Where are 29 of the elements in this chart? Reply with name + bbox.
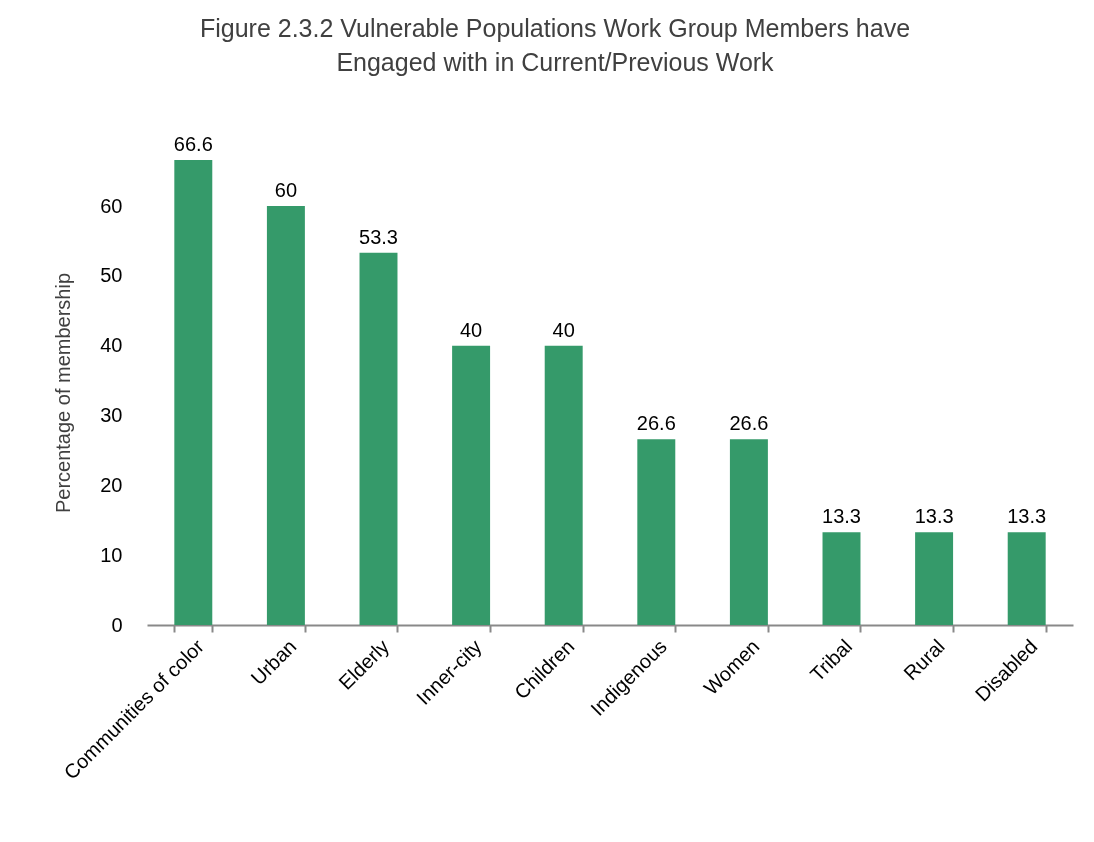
- y-tick-label: 20: [100, 473, 123, 496]
- data-label: 40: [552, 318, 575, 341]
- y-tick-label: 40: [100, 334, 123, 357]
- y-axis-title: Percentage of membership: [52, 272, 75, 514]
- bar: [452, 345, 491, 625]
- data-label: 60: [274, 179, 298, 202]
- y-tick-label: 30: [100, 404, 123, 427]
- bar: [915, 532, 954, 625]
- data-label: 13.3: [914, 505, 954, 528]
- bar: [174, 160, 213, 625]
- data-label: 26.6: [636, 412, 676, 435]
- data-label: 13.3: [1007, 505, 1047, 528]
- y-tick-label: 0: [111, 613, 123, 636]
- y-tick-label: 60: [100, 194, 123, 217]
- bar: [359, 252, 398, 625]
- y-tick-label: 50: [100, 264, 123, 287]
- bar: [266, 206, 305, 625]
- data-label: 40: [459, 318, 483, 341]
- bar: [1007, 532, 1046, 625]
- data-label: 53.3: [359, 225, 398, 248]
- data-label: 26.6: [729, 412, 769, 435]
- y-tick-label: 10: [100, 543, 123, 566]
- bar: [729, 439, 768, 625]
- data-label: 13.3: [822, 505, 861, 528]
- chart-title: Figure 2.3.2 Vulnerable Populations Work Group Members have Engaged with in Current/Previous Work: [199, 14, 911, 76]
- data-label: 66.6: [173, 133, 213, 155]
- bar: [637, 439, 676, 625]
- bar: [544, 345, 583, 625]
- bar: [822, 532, 861, 625]
